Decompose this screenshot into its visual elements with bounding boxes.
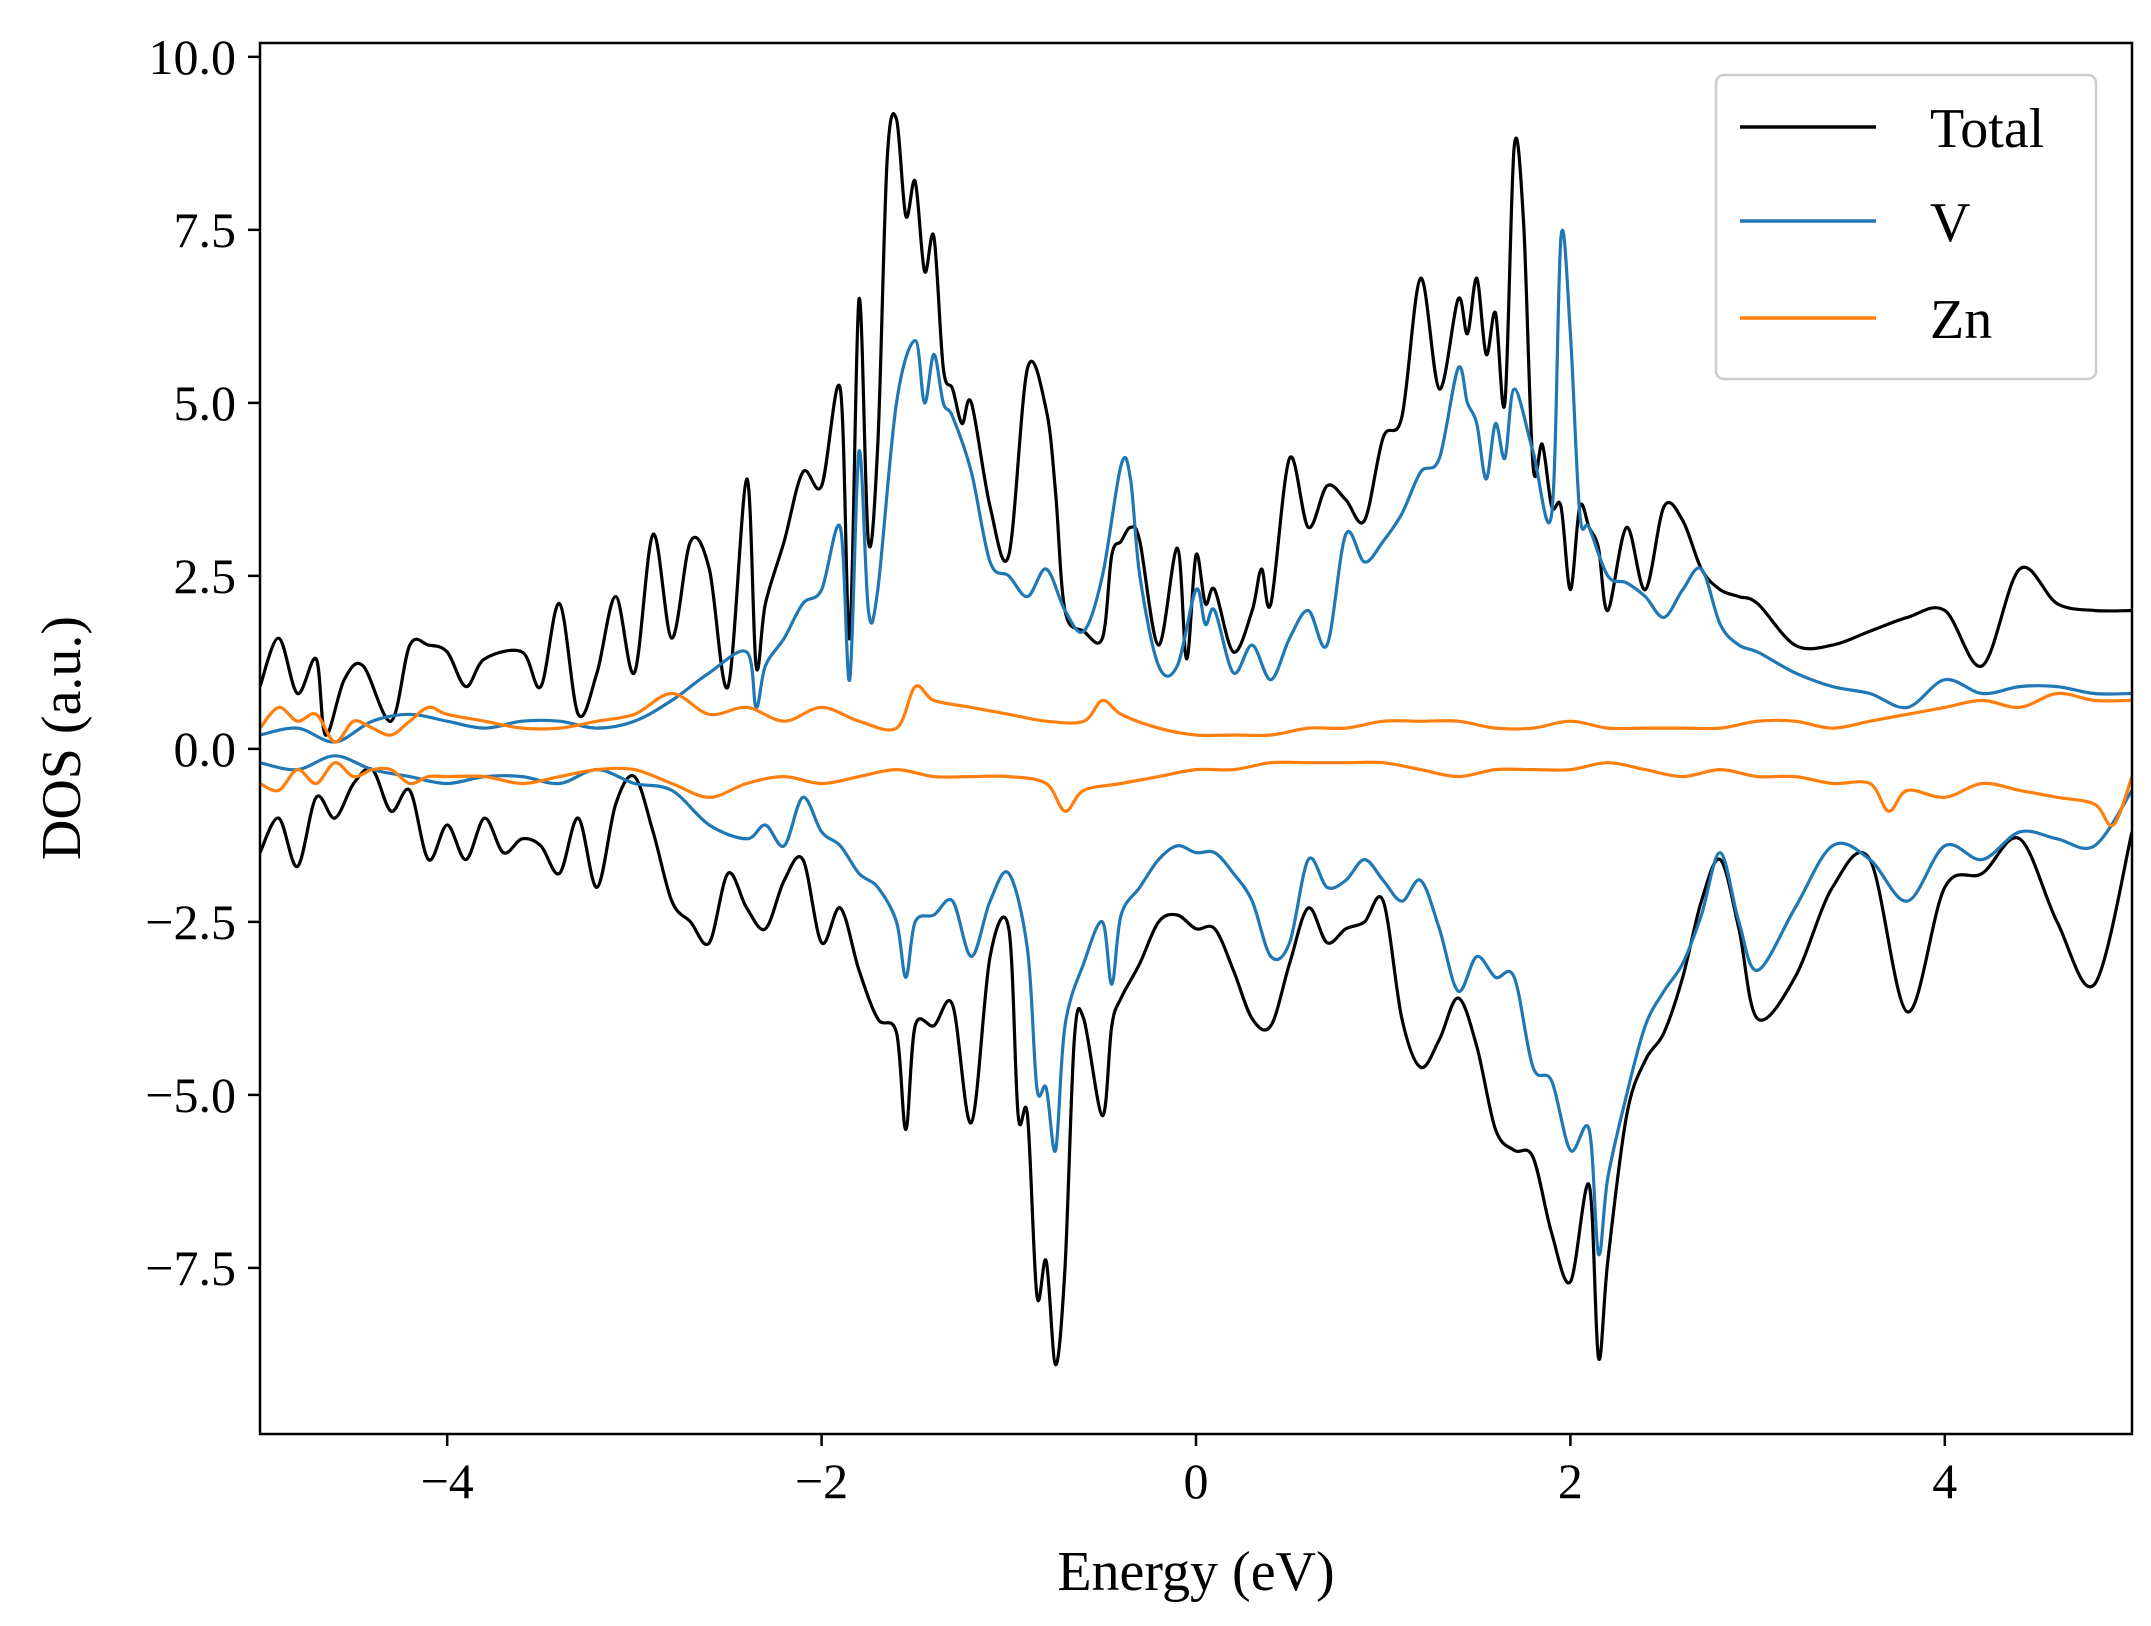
y-tick-label: −7.5 <box>145 1240 236 1296</box>
y-tick-label: 5.0 <box>174 375 237 431</box>
series-line-zn-spin-up <box>260 684 2132 744</box>
series-line-zn-spin-down <box>260 760 2132 828</box>
legend: Total V Zn <box>1714 73 2098 381</box>
series-layer <box>260 112 2132 1367</box>
legend-label-total: Total <box>1930 98 2044 160</box>
x-tick-label: −4 <box>421 1453 474 1509</box>
series-line-v-spin-up <box>260 228 2132 744</box>
y-tick-label: −5.0 <box>145 1067 236 1123</box>
y-axis-label: DOS (a.u.) <box>31 616 93 860</box>
series-line-total-spin-down <box>260 766 2132 1367</box>
x-tick-label: 2 <box>1558 1453 1583 1509</box>
legend-label-v: V <box>1930 192 1970 254</box>
series-line-v-spin-down <box>260 754 2132 1257</box>
x-axis: −4 −2 0 2 4 <box>421 1434 1957 1509</box>
legend-box <box>1714 73 2098 381</box>
y-tick-label: 0.0 <box>174 721 237 777</box>
x-tick-label: 4 <box>1932 1453 1957 1509</box>
series-line-total-spin-up <box>260 112 2132 737</box>
y-tick-label: −2.5 <box>145 894 236 950</box>
y-tick-label: 2.5 <box>174 548 237 604</box>
x-axis-label: Energy (eV) <box>1057 1541 1334 1603</box>
y-tick-label: 7.5 <box>174 202 237 258</box>
y-axis: 10.0 7.5 5.0 2.5 0.0 −2.5 −5.0 −7.5 <box>145 29 260 1296</box>
y-tick-label: 10.0 <box>149 29 237 85</box>
legend-label-zn: Zn <box>1930 289 1992 351</box>
x-tick-label: −2 <box>795 1453 848 1509</box>
x-tick-label: 0 <box>1184 1453 1209 1509</box>
